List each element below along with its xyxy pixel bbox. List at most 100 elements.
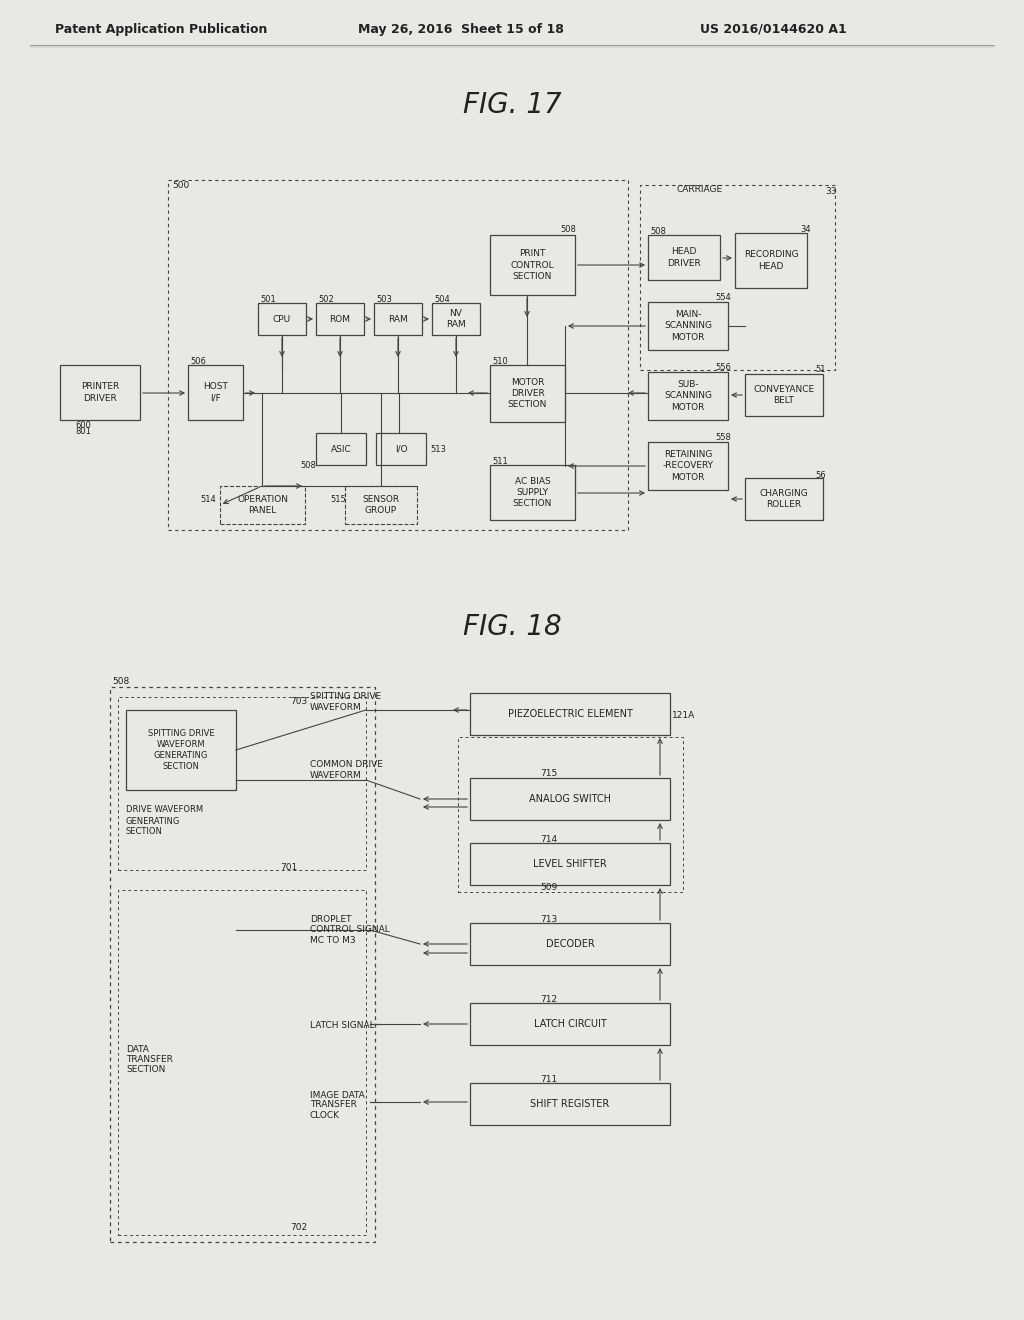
Text: DRIVE WAVEFORM: DRIVE WAVEFORM	[126, 805, 203, 814]
Text: 501: 501	[260, 296, 275, 305]
Text: RECORDING
HEAD: RECORDING HEAD	[743, 251, 799, 271]
Text: DECODER: DECODER	[546, 939, 594, 949]
Text: PIEZOELECTRIC ELEMENT: PIEZOELECTRIC ELEMENT	[508, 709, 633, 719]
Bar	[118, 697, 366, 870]
Bar	[110, 686, 375, 1242]
Text: RAM: RAM	[388, 314, 408, 323]
Text: PRINTER
DRIVER: PRINTER DRIVER	[81, 383, 119, 403]
Bar	[648, 235, 720, 280]
Bar	[648, 302, 728, 350]
Bar	[470, 777, 670, 820]
Text: TRANSFER: TRANSFER	[126, 1056, 173, 1064]
Text: DROPLET
CONTROL SIGNAL
MC TO M3: DROPLET CONTROL SIGNAL MC TO M3	[310, 915, 390, 945]
Text: 556: 556	[715, 363, 731, 372]
Bar	[376, 433, 426, 465]
Text: HEAD
DRIVER: HEAD DRIVER	[667, 247, 700, 268]
Text: 701: 701	[280, 863, 297, 873]
Bar	[470, 1082, 670, 1125]
Text: 801: 801	[75, 428, 91, 437]
Bar	[316, 304, 364, 335]
Text: 503: 503	[376, 296, 392, 305]
Bar	[470, 693, 670, 735]
Text: LATCH CIRCUIT: LATCH CIRCUIT	[534, 1019, 606, 1030]
Text: ANALOG SWITCH: ANALOG SWITCH	[529, 795, 611, 804]
Text: 715: 715	[540, 770, 557, 779]
Bar	[735, 234, 807, 288]
Text: 714: 714	[540, 834, 557, 843]
Bar	[640, 185, 835, 370]
Text: FIG. 18: FIG. 18	[463, 612, 561, 642]
Text: 508: 508	[112, 677, 129, 686]
Text: 504: 504	[434, 296, 450, 305]
Bar	[470, 923, 670, 965]
Bar	[118, 890, 366, 1236]
Bar	[258, 304, 306, 335]
Bar	[168, 180, 628, 531]
Bar	[345, 486, 417, 524]
Bar	[490, 235, 575, 294]
Bar	[374, 304, 422, 335]
Bar	[458, 737, 683, 892]
Text: 502: 502	[318, 296, 334, 305]
Text: 506: 506	[190, 358, 206, 367]
Text: 515: 515	[330, 495, 346, 504]
Text: HOST
I/F: HOST I/F	[203, 383, 228, 403]
Bar	[490, 366, 565, 422]
Text: 51: 51	[815, 366, 825, 375]
Text: 508: 508	[560, 226, 575, 235]
Text: 702: 702	[290, 1224, 307, 1233]
Text: 509: 509	[540, 883, 557, 892]
Text: CHARGING
ROLLER: CHARGING ROLLER	[760, 488, 808, 510]
Text: MAIN-
SCANNING
MOTOR: MAIN- SCANNING MOTOR	[664, 310, 712, 342]
Text: ROM: ROM	[330, 314, 350, 323]
Text: ASIC: ASIC	[331, 445, 351, 454]
Text: OPERATION
PANEL: OPERATION PANEL	[237, 495, 288, 515]
Bar	[745, 478, 823, 520]
Text: 514: 514	[200, 495, 216, 504]
Text: Patent Application Publication: Patent Application Publication	[55, 22, 267, 36]
Text: 56: 56	[815, 470, 825, 479]
Bar	[648, 442, 728, 490]
Text: DATA: DATA	[126, 1045, 148, 1055]
Bar	[126, 710, 236, 789]
Text: May 26, 2016  Sheet 15 of 18: May 26, 2016 Sheet 15 of 18	[358, 22, 564, 36]
Bar	[490, 465, 575, 520]
Text: SUB-
SCANNING
MOTOR: SUB- SCANNING MOTOR	[664, 380, 712, 412]
Bar	[470, 843, 670, 884]
Text: 508: 508	[650, 227, 666, 236]
Text: 558: 558	[715, 433, 731, 442]
Text: 703: 703	[290, 697, 307, 706]
Text: TRANSFER
CLOCK: TRANSFER CLOCK	[310, 1101, 357, 1119]
Text: IMAGE DATA: IMAGE DATA	[310, 1090, 365, 1100]
Text: MOTOR
DRIVER
SECTION: MOTOR DRIVER SECTION	[508, 378, 547, 409]
Text: SENSOR
GROUP: SENSOR GROUP	[362, 495, 399, 515]
Text: SPITTING DRIVE
WAVEFORM: SPITTING DRIVE WAVEFORM	[310, 692, 381, 711]
Text: 510: 510	[492, 358, 508, 367]
Text: 513: 513	[430, 446, 445, 454]
Text: SECTION: SECTION	[126, 828, 163, 837]
Text: 500: 500	[172, 181, 189, 190]
Bar	[188, 366, 243, 420]
Text: 712: 712	[540, 995, 557, 1005]
Text: AC BIAS
SUPPLY
SECTION: AC BIAS SUPPLY SECTION	[513, 477, 552, 508]
Bar	[648, 372, 728, 420]
Text: 33: 33	[825, 187, 837, 197]
Text: 508: 508	[300, 461, 315, 470]
Text: PRINT
CONTROL
SECTION: PRINT CONTROL SECTION	[511, 249, 554, 281]
Bar	[316, 433, 366, 465]
Text: CARRIAGE: CARRIAGE	[677, 186, 723, 194]
Text: LATCH SIGNAL: LATCH SIGNAL	[310, 1020, 375, 1030]
Text: LEVEL SHIFTER: LEVEL SHIFTER	[534, 859, 607, 869]
Text: RETAINING
-RECOVERY
MOTOR: RETAINING -RECOVERY MOTOR	[663, 450, 714, 482]
Text: 511: 511	[492, 458, 508, 466]
Text: FIG. 17: FIG. 17	[463, 91, 561, 119]
Text: SHIFT REGISTER: SHIFT REGISTER	[530, 1100, 609, 1109]
Text: 713: 713	[540, 916, 557, 924]
Text: 121A: 121A	[672, 710, 695, 719]
Bar	[60, 366, 140, 420]
Bar	[432, 304, 480, 335]
Text: 34: 34	[800, 226, 811, 235]
Text: NV
RAM: NV RAM	[446, 309, 466, 329]
Text: SECTION: SECTION	[126, 1065, 165, 1074]
Text: GENERATING: GENERATING	[126, 817, 180, 825]
